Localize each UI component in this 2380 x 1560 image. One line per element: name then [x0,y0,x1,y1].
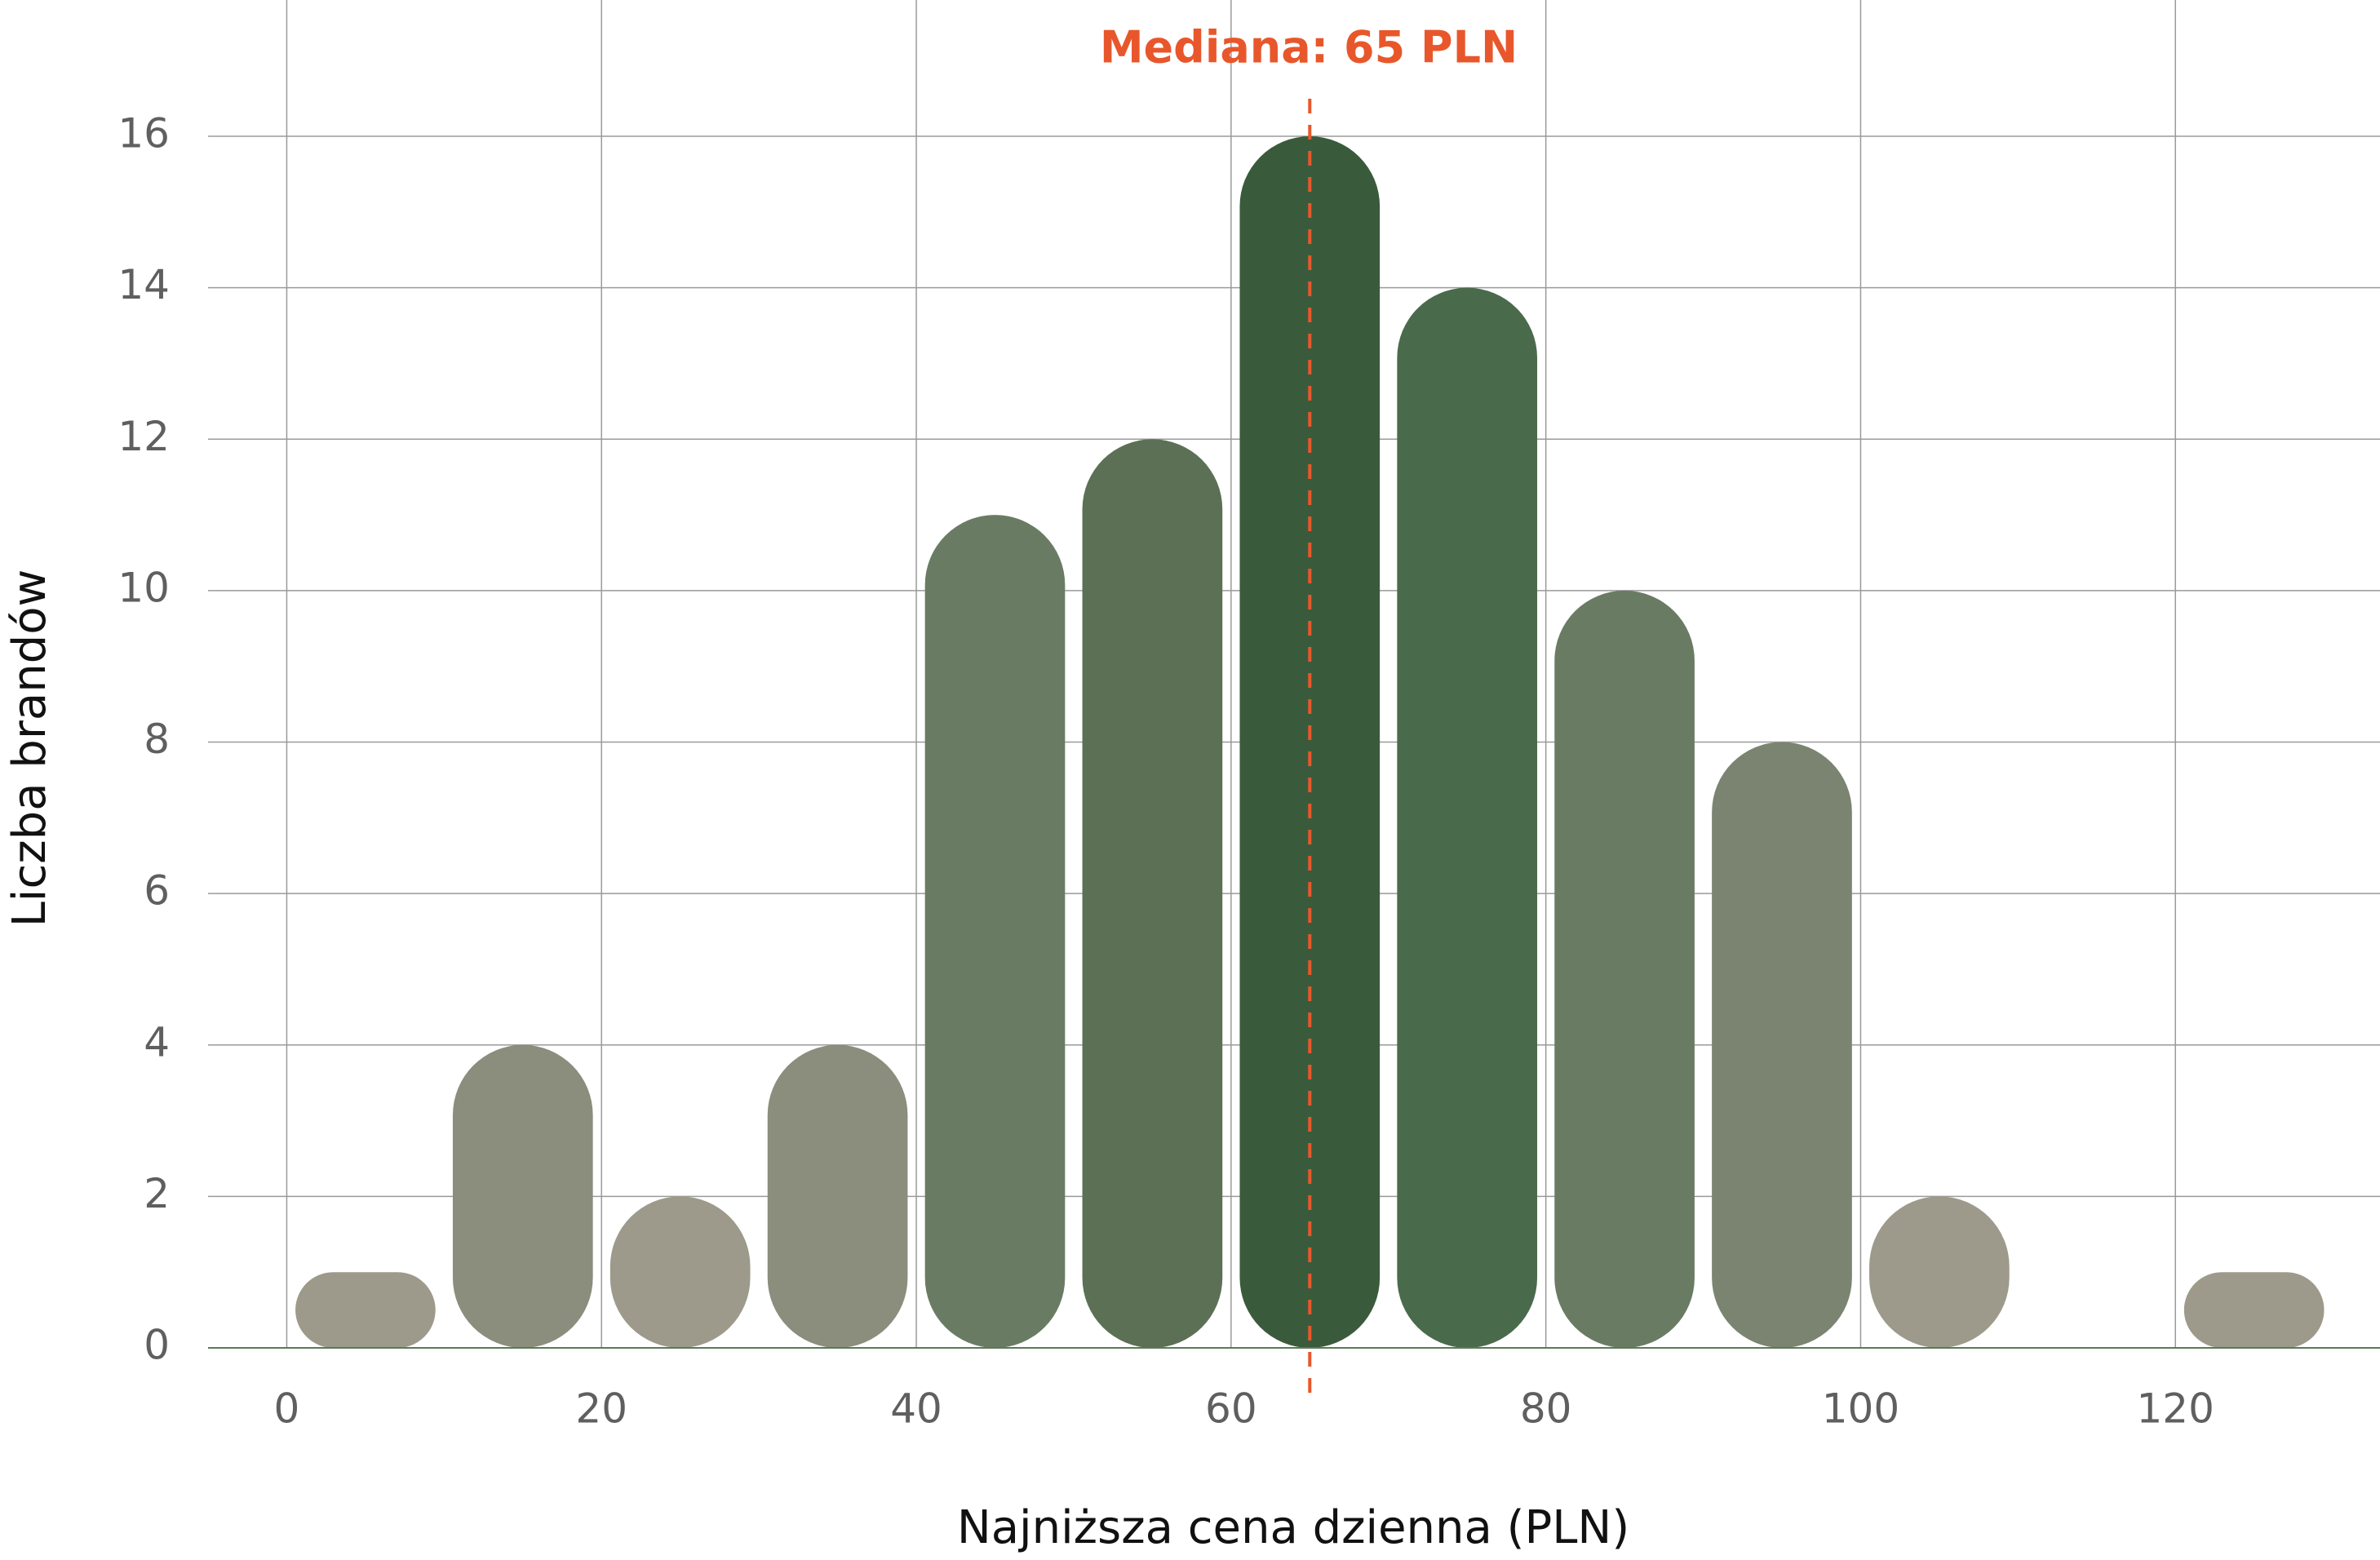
y-axis-title: Liczba brandów [3,569,56,928]
y-tick-label: 6 [144,867,170,915]
bar [1082,439,1223,1348]
x-tick-label: 20 [575,1385,627,1433]
bar [452,1044,593,1348]
bar [1712,742,1852,1348]
x-tick-label: 80 [1520,1385,1572,1433]
y-tick-label: 12 [117,413,170,460]
y-tick-label: 0 [144,1322,170,1369]
x-tick-label: 60 [1205,1385,1257,1433]
bar [1397,287,1538,1348]
x-tick-label: 100 [1822,1385,1899,1433]
bar [1869,1196,2010,1348]
bar [1554,590,1695,1348]
bar [2183,1272,2325,1348]
bar [1239,136,1381,1349]
x-tick-label: 120 [2137,1385,2214,1433]
x-tick-label: 40 [890,1385,942,1433]
bar [295,1272,436,1348]
x-axis-title: Najniższa cena dzienna (PLN) [957,1501,1629,1554]
y-tick-label: 8 [144,716,170,763]
y-tick-label: 10 [117,564,170,611]
bar [609,1196,751,1348]
y-tick-label: 14 [117,261,170,308]
bar [924,515,1066,1348]
bar [767,1044,908,1348]
y-tick-label: 2 [144,1170,170,1217]
y-tick-label: 16 [117,110,170,157]
y-tick-label: 4 [144,1018,170,1066]
median-label: Mediana: 65 PLN [1100,22,1518,73]
x-tick-label: 0 [274,1385,300,1433]
